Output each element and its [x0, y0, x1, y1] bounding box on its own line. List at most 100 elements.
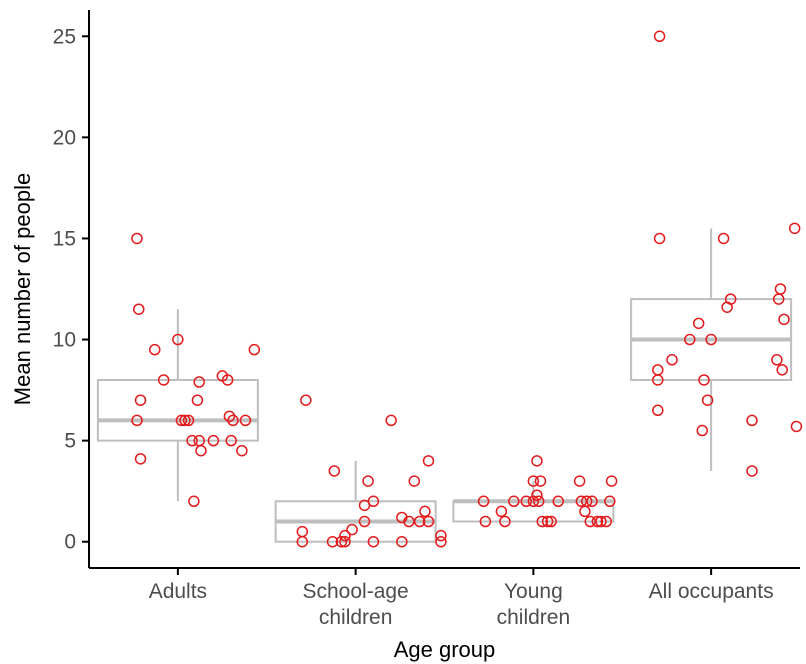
data-point — [362, 475, 374, 487]
data-point — [236, 444, 248, 457]
data-point — [385, 414, 397, 427]
data-point — [157, 374, 170, 386]
data-point — [600, 515, 613, 528]
data-point — [746, 465, 758, 477]
data-point — [605, 475, 618, 487]
data-point — [131, 414, 143, 427]
data-point — [225, 434, 237, 447]
data-point — [422, 515, 435, 528]
data-point — [653, 30, 666, 43]
data-point — [790, 420, 803, 433]
data-point — [435, 535, 447, 548]
data-point — [207, 434, 220, 447]
data-point — [134, 453, 147, 465]
data-point — [435, 529, 447, 542]
data-point — [652, 404, 664, 417]
data-point — [239, 414, 252, 427]
data-point — [479, 515, 492, 528]
data-point — [536, 515, 549, 528]
data-point — [531, 489, 543, 501]
data-point — [495, 505, 508, 518]
data-point — [335, 535, 348, 548]
data-point — [724, 293, 737, 305]
x-axis-title: Age group — [394, 637, 496, 662]
data-point — [326, 535, 339, 548]
data-point — [552, 495, 565, 508]
data-point — [698, 374, 710, 386]
data-point — [182, 414, 195, 427]
y-tick-label: 10 — [53, 329, 76, 352]
data-point — [191, 394, 204, 406]
data-point — [328, 465, 341, 477]
x-tick-label: Adults — [149, 580, 207, 603]
x-tick-label: All occupants — [649, 580, 774, 603]
data-point — [227, 414, 239, 427]
y-tick-label: 20 — [53, 126, 76, 149]
data-point — [422, 455, 435, 467]
data-point — [296, 535, 309, 548]
data-point — [692, 317, 705, 330]
data-point — [717, 232, 730, 245]
y-tick-label: 5 — [64, 430, 76, 453]
y-tick-label: 25 — [53, 25, 76, 48]
data-point — [193, 376, 205, 388]
data-point — [527, 475, 540, 487]
x-tick-label: School-age — [303, 580, 409, 603]
data-point — [541, 515, 554, 528]
data-point — [774, 283, 787, 295]
data-point — [653, 232, 666, 245]
x-tick-label: children — [319, 606, 393, 629]
data-point — [666, 354, 678, 366]
data-point — [133, 303, 145, 315]
data-point — [579, 505, 591, 518]
data-point — [134, 394, 147, 406]
data-point — [696, 424, 708, 437]
data-point — [413, 515, 426, 528]
data-point — [705, 333, 717, 346]
data-point — [520, 495, 533, 508]
data-point — [604, 495, 616, 508]
data-point — [367, 535, 380, 548]
y-tick-label: 15 — [53, 227, 76, 250]
data-point — [186, 434, 198, 447]
x-tick-label: Young — [504, 580, 563, 603]
data-point — [652, 374, 664, 386]
data-point — [131, 232, 143, 245]
data-point — [532, 495, 545, 508]
data-point — [396, 535, 408, 548]
data-point — [591, 515, 604, 528]
data-point — [172, 333, 184, 346]
data-point — [477, 495, 490, 508]
data-point — [684, 333, 696, 346]
data-point — [339, 529, 351, 542]
data-point — [580, 495, 593, 508]
data-point — [778, 313, 790, 326]
data-point — [746, 414, 758, 427]
data-point — [573, 475, 586, 487]
data-point — [175, 414, 188, 427]
data-point — [701, 394, 714, 406]
x-axis-ticks: Adults School-age children Young children All… — [149, 568, 774, 629]
data-point — [300, 394, 312, 406]
data-point — [179, 414, 191, 427]
data-point — [339, 535, 351, 548]
data-point — [358, 515, 371, 528]
data-point — [776, 364, 788, 376]
data-point — [195, 444, 207, 457]
y-tick-label: 0 — [64, 531, 76, 554]
data-point — [527, 495, 540, 508]
data-point — [248, 343, 261, 356]
data-point — [188, 495, 200, 508]
y-axis-title: Mean number of people — [10, 173, 35, 405]
data-point — [652, 364, 664, 376]
data-point — [346, 523, 358, 536]
data-point — [367, 495, 380, 508]
data-point — [408, 475, 421, 487]
data-point — [296, 525, 309, 538]
x-tick-label: children — [497, 606, 571, 629]
data-point — [149, 343, 161, 356]
data-point — [221, 374, 234, 386]
data-point — [545, 515, 557, 528]
data-point — [586, 495, 598, 508]
